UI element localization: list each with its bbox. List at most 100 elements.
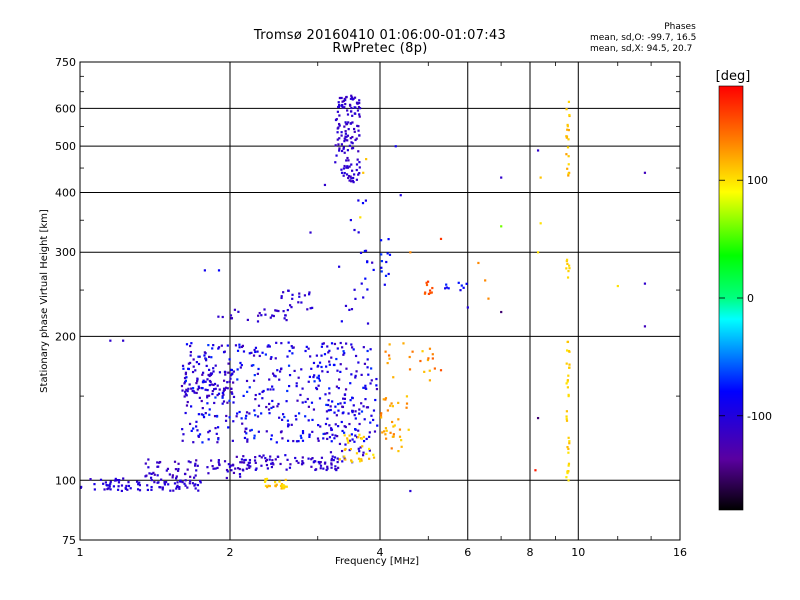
data-point	[334, 405, 337, 408]
data-point	[320, 456, 324, 459]
data-point	[165, 469, 168, 472]
data-point	[194, 474, 197, 477]
data-point	[295, 418, 298, 421]
data-point	[350, 141, 353, 144]
data-point	[331, 400, 334, 403]
data-point	[379, 414, 383, 417]
data-point	[411, 350, 414, 353]
data-point	[217, 437, 220, 440]
data-point	[227, 362, 230, 365]
data-point	[344, 98, 347, 102]
data-point	[232, 401, 235, 404]
data-point	[565, 419, 569, 422]
data-point	[345, 122, 349, 126]
data-point	[343, 425, 346, 428]
data-point	[539, 176, 542, 179]
data-point	[334, 465, 337, 468]
data-point	[366, 366, 369, 369]
data-point	[253, 409, 256, 412]
data-point	[283, 415, 286, 419]
data-point	[310, 367, 313, 370]
data-point	[358, 460, 362, 463]
data-point	[315, 386, 318, 390]
data-point	[193, 391, 196, 394]
data-point	[242, 350, 246, 353]
data-point	[568, 350, 571, 353]
data-point	[206, 394, 209, 397]
data-point	[297, 376, 300, 379]
data-point	[196, 378, 199, 381]
data-point	[206, 378, 209, 381]
data-point	[325, 403, 328, 406]
data-point	[286, 389, 289, 393]
data-point	[268, 402, 271, 406]
data-point	[216, 393, 219, 397]
data-point	[187, 387, 190, 390]
data-point	[108, 485, 111, 488]
data-point	[260, 456, 263, 459]
data-point	[361, 201, 365, 205]
data-point	[270, 434, 273, 437]
data-point	[344, 443, 347, 446]
data-point	[195, 361, 198, 364]
data-point	[184, 393, 187, 396]
data-point	[394, 145, 397, 148]
data-point	[333, 437, 336, 440]
data-point	[335, 414, 338, 417]
data-point	[341, 346, 344, 349]
data-point	[195, 425, 198, 428]
data-point	[225, 468, 229, 472]
data-point	[347, 121, 350, 124]
data-point	[264, 353, 267, 356]
data-point	[191, 482, 194, 485]
data-point	[276, 369, 279, 372]
data-point	[225, 414, 228, 418]
data-point	[353, 173, 356, 176]
data-point	[351, 121, 354, 124]
data-point	[462, 286, 465, 289]
data-point	[236, 378, 239, 381]
data-point	[268, 345, 271, 348]
data-point	[423, 292, 427, 295]
data-point	[431, 353, 434, 356]
data-point	[234, 467, 237, 470]
data-point	[339, 402, 342, 405]
data-point	[238, 467, 241, 471]
data-point	[266, 486, 269, 489]
data-point	[487, 297, 490, 300]
data-point	[465, 282, 468, 285]
data-point	[337, 122, 341, 126]
data-point	[334, 423, 337, 426]
data-point	[198, 396, 201, 399]
data-point	[397, 449, 400, 453]
data-point	[207, 344, 210, 347]
data-point	[392, 376, 395, 379]
y-tick-label: 750	[55, 56, 76, 69]
data-point	[183, 472, 187, 476]
data-point	[362, 296, 365, 299]
data-point	[328, 363, 331, 366]
data-point	[345, 342, 348, 345]
data-point	[380, 239, 383, 242]
data-point	[184, 484, 187, 487]
data-point	[246, 440, 249, 443]
data-point	[188, 482, 191, 485]
data-point	[387, 238, 390, 241]
data-point	[147, 466, 150, 469]
data-point	[343, 140, 346, 143]
data-point	[372, 418, 375, 422]
data-point	[281, 483, 284, 487]
data-point	[359, 216, 362, 219]
data-point	[312, 461, 315, 464]
data-point	[427, 292, 431, 296]
data-point	[349, 175, 352, 178]
data-point	[177, 462, 180, 465]
data-point	[212, 344, 215, 347]
data-point	[338, 442, 342, 446]
axis-ticks: 1 2 4 6 8 10 16 75 100 200 300 400 500 600 750	[55, 56, 687, 559]
data-point	[565, 135, 569, 138]
data-point	[536, 149, 540, 152]
data-point	[197, 489, 200, 492]
data-point	[308, 291, 311, 294]
data-point	[290, 306, 293, 309]
